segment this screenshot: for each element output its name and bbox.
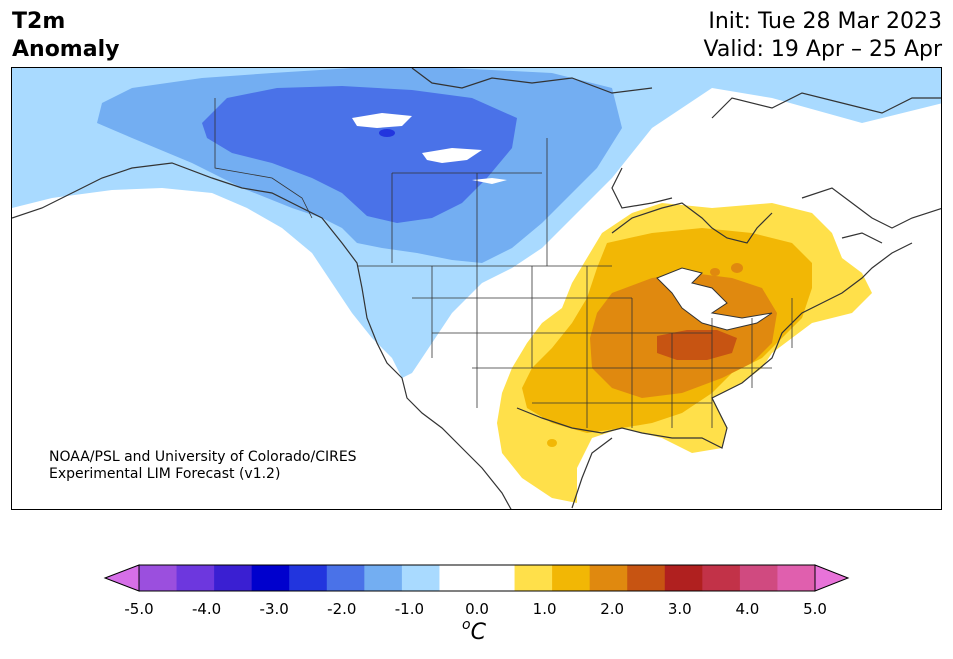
anomaly-blue-region	[202, 86, 517, 223]
title-line-1: T2m	[12, 9, 66, 34]
credit-line-2: Experimental LIM Forecast (v1.2)	[49, 466, 281, 482]
anomaly-dark-orange-region	[657, 330, 737, 360]
colorbar	[103, 564, 850, 592]
unit-degree: o	[462, 617, 471, 633]
title-line-2: Anomaly	[12, 37, 120, 62]
colorbar-cell	[289, 565, 328, 591]
coastlines	[12, 68, 941, 509]
lake-great-bear	[352, 113, 412, 128]
unit-celsius: C	[470, 620, 486, 645]
forecast-credit: NOAA/PSL and University of Colorado/CIRE…	[49, 449, 357, 483]
lake-athabasca	[472, 178, 507, 184]
forecast-dates: Init: Tue 28 Mar 2023 Valid: 19 Apr – 25…	[704, 8, 943, 64]
colorbar-cell	[439, 565, 478, 591]
colorbar-cell	[589, 565, 628, 591]
valid-date: Valid: 19 Apr – 25 Apr	[703, 37, 943, 62]
colorbar-tick-label: -4.0	[191, 600, 222, 618]
colorbar-cell	[139, 565, 178, 591]
colorbar-cells	[139, 565, 816, 591]
state-borders	[214, 98, 793, 428]
colorbar-unit: oC	[462, 617, 486, 645]
colorbar-cell	[477, 565, 516, 591]
colorbar-cell	[251, 565, 290, 591]
colorbar-cell	[214, 565, 253, 591]
map-canvas	[12, 68, 941, 509]
colorbar-cell	[176, 565, 215, 591]
colorbar-right-extend	[814, 564, 850, 592]
colorbar-cell	[364, 565, 403, 591]
anomaly-map	[11, 67, 942, 510]
map-title: T2m Anomaly	[12, 8, 119, 64]
colorbar-cell	[627, 565, 666, 591]
colorbar-cell	[702, 565, 741, 591]
colorbar-tick-label: 5.0	[803, 600, 827, 618]
colorbar-cell	[739, 565, 778, 591]
colorbar-cell	[326, 565, 365, 591]
great-lakes	[656, 267, 773, 331]
anomaly-gold-dot	[547, 439, 557, 447]
colorbar-cell	[552, 565, 591, 591]
anomaly-orange-dot-2	[731, 263, 743, 273]
colorbar-outline	[138, 564, 816, 592]
credit-line-1: NOAA/PSL and University of Colorado/CIRE…	[49, 449, 357, 465]
colorbar-tick-label: -1.0	[394, 600, 425, 618]
colorbar-tick-label: -3.0	[259, 600, 289, 618]
lake-great-slave	[422, 148, 482, 163]
colorbar-tick-label: 4.0	[735, 600, 760, 618]
colorbar-tick-label: 2.0	[600, 600, 625, 618]
colorbar-tick-label: 3.0	[667, 600, 692, 618]
colorbar-cell	[777, 565, 816, 591]
colorbar-cell	[514, 565, 553, 591]
colorbar-tick-label: -5.0	[124, 600, 154, 618]
colorbar-cell	[401, 565, 440, 591]
colorbar-tick-label: -2.0	[327, 600, 357, 618]
anomaly-orange-dot	[710, 268, 720, 276]
init-date: Init: Tue 28 Mar 2023	[708, 9, 942, 34]
colorbar-tick-label: 1.0	[532, 600, 557, 618]
colorbar-left-extend	[103, 564, 140, 592]
anomaly-dark-blue-patch	[379, 129, 395, 137]
colorbar-cell	[664, 565, 703, 591]
colorbar-tick-label: 0.0	[465, 600, 489, 618]
